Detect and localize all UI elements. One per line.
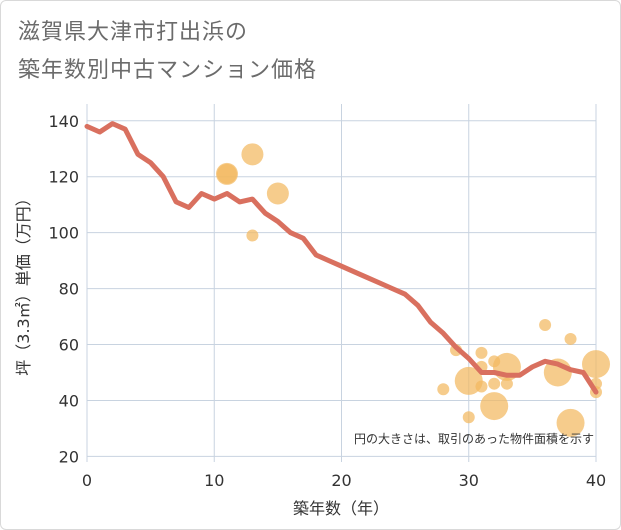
bubble-point	[480, 392, 509, 421]
y-axis-title: 坪（3.3㎡）単価（万円）	[14, 190, 33, 375]
price-line-series	[84, 121, 599, 395]
bubble-point	[488, 377, 501, 390]
bubble-point	[475, 346, 488, 359]
y-tick-label: 40	[59, 391, 79, 410]
y-tick-label: 80	[59, 280, 79, 299]
x-tick-label: 0	[82, 471, 92, 490]
bubble-point	[556, 408, 585, 437]
bubble-point	[582, 350, 610, 379]
bubble-point	[246, 229, 259, 242]
chart-note: 円の大きさは、取引のあった物件面積を示す	[354, 431, 594, 446]
tick-labels: 20 40 60 80 100 120 140 0 10 20 30 40	[48, 112, 606, 490]
price-trend-line	[84, 121, 599, 395]
x-axis-title: 築年数（年）	[293, 499, 389, 518]
bubble-point	[500, 377, 513, 390]
x-tick-label: 40	[586, 471, 606, 490]
y-tick-label: 20	[59, 447, 79, 466]
grid-lines	[86, 104, 597, 462]
bubble-point	[216, 163, 237, 184]
x-tick-label: 10	[204, 471, 224, 490]
y-tick-label: 120	[48, 168, 79, 187]
bubble-point	[462, 411, 475, 424]
bubble-point	[241, 143, 264, 166]
x-tick-label: 20	[331, 471, 351, 490]
bubble-point	[475, 380, 488, 393]
y-tick-label: 100	[48, 224, 79, 243]
bubble-point	[437, 383, 450, 396]
bubble-point	[539, 318, 552, 331]
x-tick-label: 30	[459, 471, 479, 490]
y-tick-label: 140	[48, 112, 79, 131]
bubble-point	[266, 182, 289, 205]
chart-title-line1: 滋賀県大津市打出浜の	[18, 20, 249, 45]
y-tick-label: 60	[59, 336, 79, 355]
chart-title-line2: 築年数別中古マンション価格	[18, 58, 318, 83]
bubble-point	[564, 332, 577, 345]
